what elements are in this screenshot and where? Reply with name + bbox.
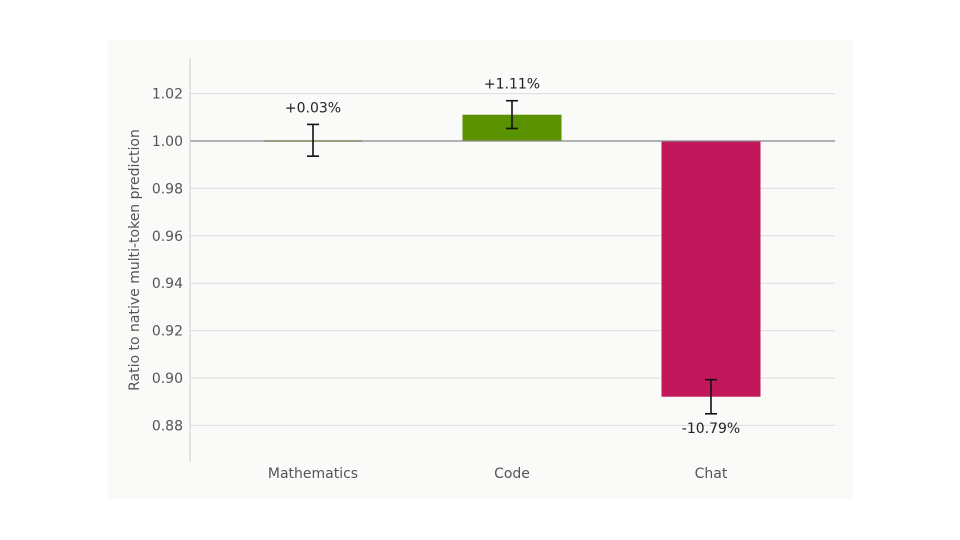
y-tick-label: 0.92	[152, 324, 183, 340]
y-tick-label: 0.90	[152, 371, 183, 387]
x-tick-label: Mathematics	[268, 466, 358, 482]
data-label-mathematics: +0.03%	[285, 100, 341, 116]
y-tick-label: 1.02	[152, 87, 183, 103]
y-tick-label: 0.98	[152, 181, 183, 197]
error-bars	[307, 99, 717, 415]
x-tick-label: Chat	[695, 466, 728, 482]
x-tick-label: Code	[494, 466, 530, 482]
y-axis-ticks: 0.88 0.90 0.92 0.94 0.96 0.98 1.00 1.02	[152, 87, 183, 435]
x-axis-labels: Mathematics Code Chat	[268, 466, 728, 482]
data-label-code: +1.11%	[484, 77, 540, 93]
data-labels: +0.03% +1.11% -10.79%	[285, 77, 740, 437]
y-axis-title: Ratio to native multi-token prediction	[127, 129, 143, 391]
y-tick-label: 0.88	[152, 418, 183, 434]
y-tick-label: 1.00	[152, 134, 183, 150]
y-tick-label: 0.96	[152, 229, 183, 245]
y-tick-label: 0.94	[152, 276, 183, 292]
data-label-chat: -10.79%	[682, 421, 740, 437]
bar-chat	[661, 141, 761, 397]
